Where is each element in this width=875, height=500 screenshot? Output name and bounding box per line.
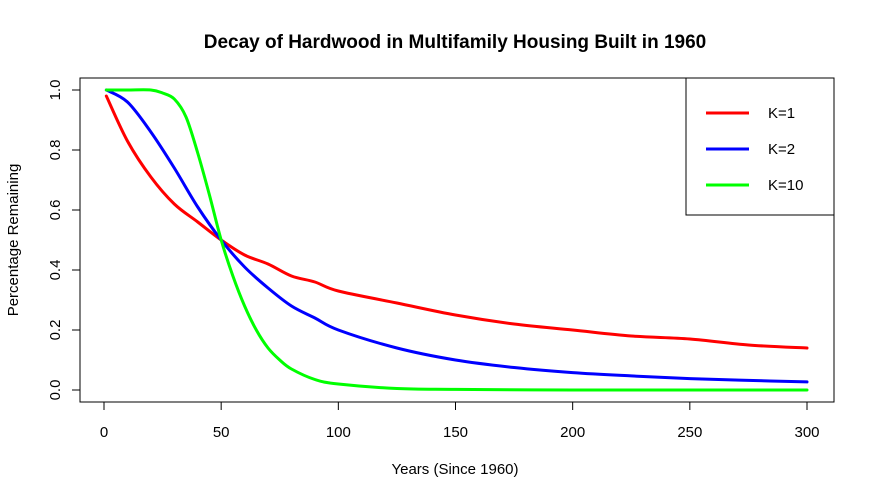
x-axis-label: Years (Since 1960) xyxy=(391,461,518,478)
legend-label: K=2 xyxy=(768,141,795,158)
x-tick-label: 150 xyxy=(443,424,468,441)
y-tick-label: 0.2 xyxy=(47,320,64,341)
x-tick-label: 300 xyxy=(794,424,819,441)
legend-label: K=10 xyxy=(768,177,803,194)
y-tick-label: 0.0 xyxy=(47,380,64,401)
x-axis: 0 50 100 150 200 250 300 xyxy=(100,401,820,441)
series-line-k-2 xyxy=(104,88,809,384)
y-tick-label: 1.0 xyxy=(47,80,64,101)
y-tick-label: 0.6 xyxy=(47,200,64,221)
legend-box xyxy=(685,77,835,216)
x-tick-label: 50 xyxy=(213,424,230,441)
x-tick-label: 0 xyxy=(100,424,108,441)
x-tick-label: 250 xyxy=(677,424,702,441)
x-tick-label: 200 xyxy=(560,424,585,441)
y-tick-label: 0.8 xyxy=(47,140,64,161)
y-axis: 0.0 0.2 0.4 0.6 0.8 1.0 xyxy=(47,80,81,401)
y-tick-label: 0.4 xyxy=(47,260,64,281)
y-axis-label: Percentage Remaining xyxy=(5,164,22,317)
series-line-k-10 xyxy=(104,88,809,392)
series-line-k-1 xyxy=(104,94,809,350)
series-layer xyxy=(104,88,809,392)
x-tick-label: 100 xyxy=(326,424,351,441)
chart-title: Decay of Hardwood in Multifamily Housing… xyxy=(204,32,707,53)
legend-label: K=1 xyxy=(768,105,795,122)
legend: K=1 K=2 K=10 xyxy=(685,77,835,216)
